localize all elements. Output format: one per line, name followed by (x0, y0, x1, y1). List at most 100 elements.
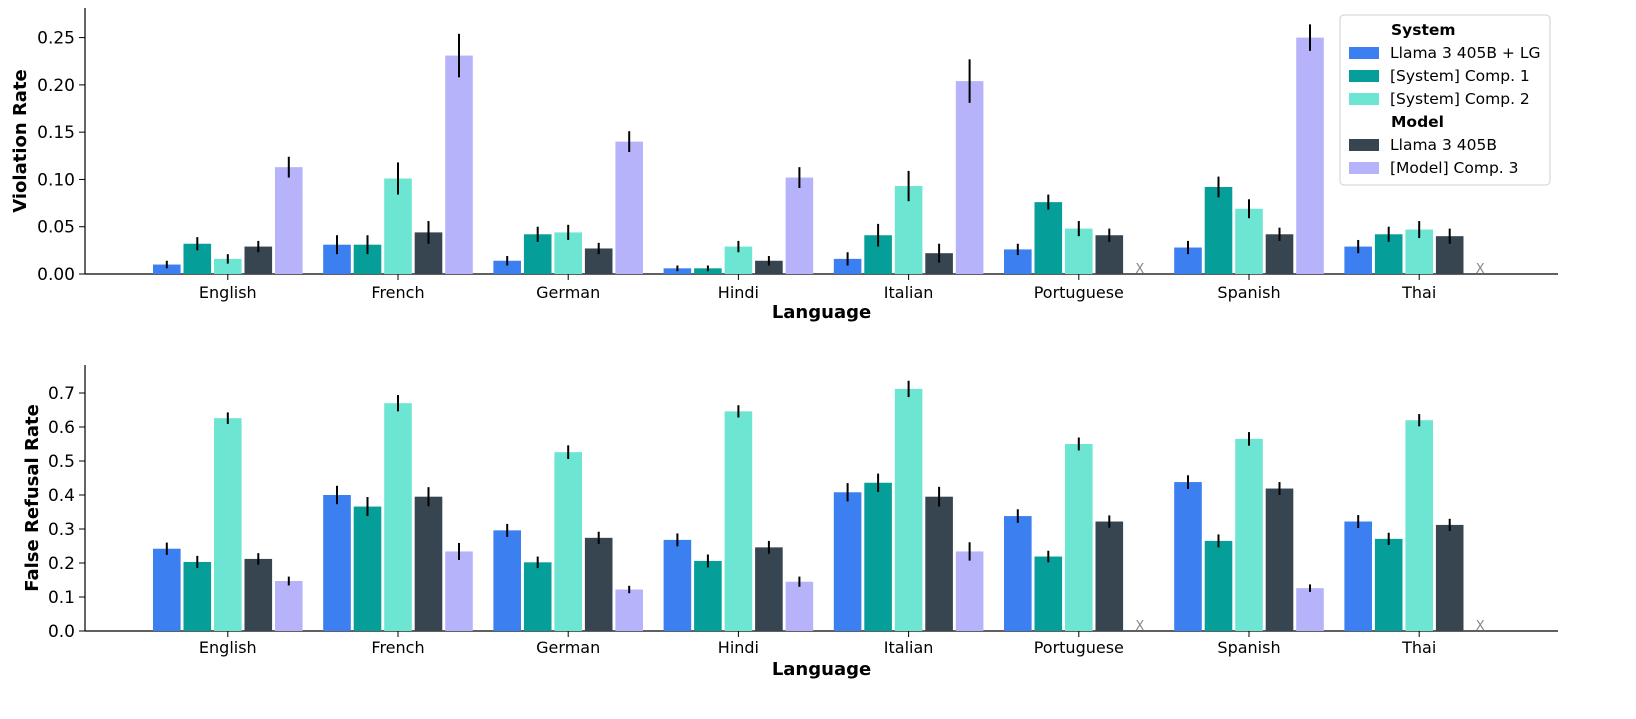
y-tick-label: 0.10 (37, 170, 75, 190)
bar (1034, 202, 1063, 274)
bar (755, 547, 783, 631)
bar (755, 260, 783, 274)
x-tick-label: French (371, 283, 424, 302)
x-tick-label: Thai (1401, 638, 1436, 657)
bar (353, 506, 382, 631)
y-tick-label: 0.25 (37, 29, 75, 49)
legend-label: Llama 3 405B + LG (1390, 44, 1540, 62)
x-tick-label: Italian (884, 638, 934, 657)
bar (724, 411, 753, 631)
bar (1204, 187, 1233, 274)
bar (1065, 444, 1093, 631)
legend-swatch (1349, 139, 1379, 151)
legend: System Llama 3 405B + LG [System] Comp. 1 [… (1339, 14, 1551, 186)
bar (1344, 521, 1372, 631)
bar (493, 260, 521, 274)
bar (1374, 538, 1403, 631)
bar (153, 264, 181, 274)
x-tick-label: German (536, 638, 600, 657)
bar (1174, 482, 1202, 631)
legend-label: [Model] Comp. 3 (1390, 159, 1519, 177)
x-tick-label: German (536, 283, 600, 302)
bar (785, 177, 814, 274)
bar (955, 551, 984, 631)
y-tick-label: 0.00 (37, 265, 75, 285)
bar (925, 496, 953, 631)
bar (584, 537, 613, 631)
bar (323, 495, 351, 631)
bar (1296, 37, 1324, 274)
bar (493, 530, 521, 631)
bar (1034, 556, 1063, 631)
bar (414, 496, 443, 631)
bar (1235, 208, 1263, 274)
y-axis-title: Violation Rate (10, 69, 31, 213)
x-tick-label: French (371, 638, 424, 657)
bar (1065, 228, 1093, 274)
bar (554, 452, 582, 631)
violation-rate-panel: 0.00 0.05 0.10 0.15 0.20 0.25 Violation Rate En… (10, 8, 1558, 323)
y-tick-label: 0.4 (48, 486, 75, 506)
missing-value-marker: X (1135, 262, 1144, 277)
x-tick-label: Portuguese (1034, 283, 1124, 302)
legend-box (1339, 14, 1551, 186)
bar (523, 562, 552, 631)
bar (183, 561, 212, 631)
bar (615, 589, 643, 631)
bar (214, 418, 242, 631)
legend-label: [System] Comp. 1 (1390, 67, 1530, 85)
bar (864, 482, 892, 631)
legend-swatch (1349, 93, 1379, 105)
bar (1004, 516, 1032, 631)
x-tick-label: Hindi (718, 283, 759, 302)
bar (1265, 488, 1294, 631)
bar (785, 581, 814, 631)
x-tick-label: English (199, 638, 257, 657)
bar (214, 258, 242, 274)
bar (894, 388, 923, 631)
bar (1204, 540, 1233, 631)
x-axis-title: Language (772, 302, 871, 323)
bar (275, 581, 303, 631)
bar (663, 539, 692, 631)
legend-label: Llama 3 405B (1390, 136, 1497, 154)
bar (833, 492, 862, 631)
y-tick-label: 0.3 (48, 520, 75, 540)
x-tick-label: Thai (1401, 283, 1436, 302)
x-tick-label: Portuguese (1034, 638, 1124, 657)
missing-value-marker: X (1135, 619, 1144, 634)
bar (615, 141, 643, 274)
missing-value-marker: X (1476, 619, 1485, 634)
y-tick-label: 0.0 (48, 622, 75, 642)
y-tick-label: 0.6 (48, 418, 75, 438)
bar (1095, 521, 1124, 631)
y-tick-label: 0.05 (37, 218, 75, 238)
y-tick-label: 0.7 (48, 384, 75, 404)
x-axis-title: Language (772, 659, 871, 680)
y-tick-label: 0.2 (48, 554, 75, 574)
y-tick-label: 0.20 (37, 76, 75, 96)
legend-heading: Model (1391, 113, 1444, 131)
bar (833, 258, 862, 274)
bar (275, 167, 303, 274)
legend-swatch (1349, 70, 1379, 82)
x-tick-label: Spanish (1217, 638, 1280, 657)
y-tick-label: 0.1 (48, 588, 75, 608)
y-tick-label: 0.5 (48, 452, 75, 472)
bar (445, 55, 473, 274)
bar (153, 548, 181, 631)
bar (955, 81, 984, 275)
legend-swatch (1349, 47, 1379, 59)
legend-label: [System] Comp. 2 (1390, 90, 1530, 108)
bar (694, 560, 722, 631)
bar (1296, 588, 1324, 631)
y-tick-label: 0.15 (37, 123, 75, 143)
bar (445, 551, 473, 631)
bar (1405, 420, 1433, 631)
legend-swatch (1349, 162, 1379, 174)
x-tick-label: English (199, 283, 257, 302)
y-axis-title: False Refusal Rate (22, 404, 43, 592)
x-tick-label: Hindi (718, 638, 759, 657)
